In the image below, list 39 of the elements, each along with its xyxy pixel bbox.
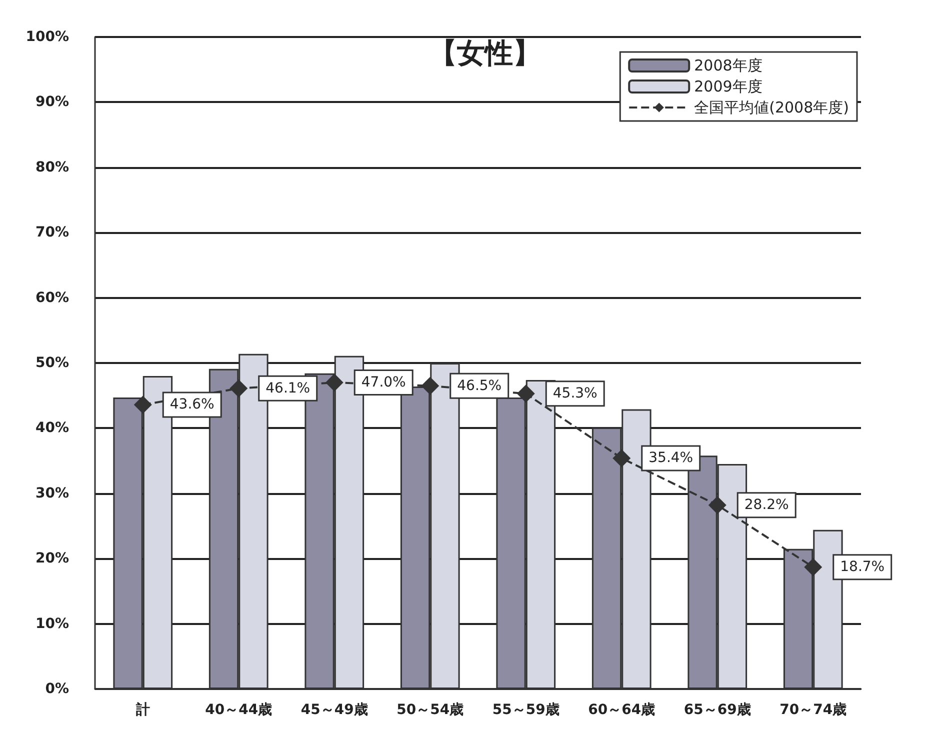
chart-title: 【女性】 <box>429 36 541 70</box>
data-label: 43.6% <box>170 396 214 413</box>
y-tick-label: 80% <box>35 159 69 176</box>
point <box>708 496 726 514</box>
point <box>421 376 440 395</box>
point <box>804 558 822 576</box>
legend-label: 全国平均値(2008年度) <box>694 98 850 116</box>
y-tick-label: 60% <box>35 290 69 306</box>
legend-label: 2008年度 <box>694 56 762 74</box>
point <box>230 379 248 398</box>
data-label: 18.7% <box>840 559 885 576</box>
legend-label: 2009年度 <box>694 78 762 96</box>
y-tick-label: 100% <box>26 29 69 45</box>
y-tick-label: 30% <box>35 485 69 502</box>
point <box>612 449 631 468</box>
y-tick-label: 40% <box>35 420 69 436</box>
data-label: 35.4% <box>648 450 694 466</box>
data-label: 46.1% <box>266 380 310 396</box>
y-tick-label: 90% <box>35 94 69 110</box>
point <box>134 396 152 414</box>
data-label: 46.5% <box>457 378 502 394</box>
x-tick-label: 55～59歳 <box>492 702 560 718</box>
x-tick-label: 計 <box>134 702 150 718</box>
y-tick-label: 50% <box>35 355 69 371</box>
data-label: 28.2% <box>744 497 789 514</box>
point <box>325 374 344 392</box>
y-tick-label: 0% <box>45 681 69 697</box>
y-tick-label: 20% <box>35 550 69 567</box>
x-tick-label: 45～49歳 <box>300 702 368 718</box>
point <box>516 384 535 403</box>
x-tick-label: 40～44歳 <box>205 702 272 718</box>
x-tick-label: 60～64歳 <box>588 702 656 718</box>
data-label: 45.3% <box>552 386 598 402</box>
y-tick-label: 70% <box>35 224 69 241</box>
x-tick-label: 65～69歳 <box>684 702 751 718</box>
y-tick-label: 10% <box>35 616 69 632</box>
data-label: 47.0% <box>361 374 406 391</box>
x-tick-label: 50～54歳 <box>396 702 464 718</box>
x-tick-label: 70～74歳 <box>780 702 847 718</box>
